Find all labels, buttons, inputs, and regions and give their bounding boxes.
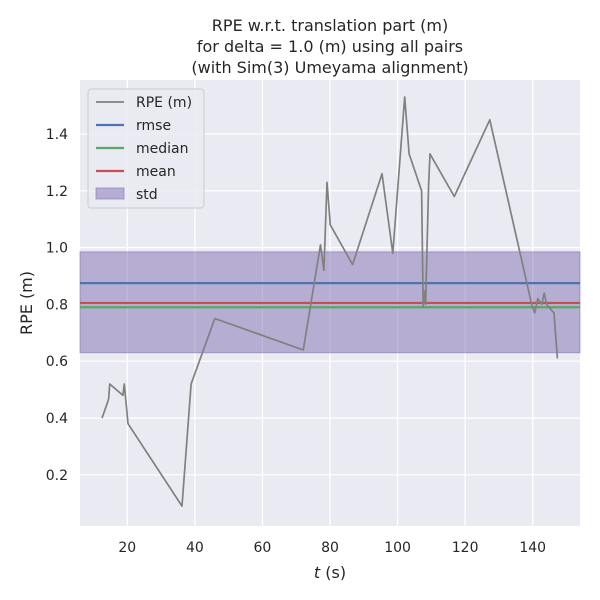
- y-tick-label: 0.4: [46, 411, 68, 427]
- legend-box: [87, 88, 205, 209]
- x-axis-label: t (s): [314, 563, 346, 582]
- rpe-series-line: [101, 96, 559, 507]
- chart-title-line: for delta = 1.0 (m) using all pairs: [197, 37, 463, 56]
- y-tick-label: 1.0: [46, 241, 68, 257]
- y-tick-label: 1.2: [46, 184, 68, 200]
- series-layer: [101, 96, 559, 507]
- legend-label: median: [136, 141, 188, 157]
- chart-title-line: (with Sim(3) Umeyama alignment): [191, 58, 468, 77]
- y-axis-label: RPE (m): [17, 271, 36, 335]
- x-axis-variable: t: [314, 563, 321, 582]
- x-tick-label: 120: [452, 540, 479, 556]
- y-tick-label: 1.4: [46, 127, 68, 143]
- legend-label: mean: [136, 164, 176, 180]
- chart-title: RPE w.r.t. translation part (m) for delta…: [191, 16, 468, 77]
- x-tick-label: 140: [519, 540, 546, 556]
- x-tick-label: 100: [384, 540, 411, 556]
- x-tick-label: 80: [321, 540, 339, 556]
- tick-labels: 20 40 60 80 100 120 140 0.2 0.4 0.6 0.8 1.0 1.2 1.4: [46, 127, 546, 556]
- legend-label: rmse: [136, 118, 171, 134]
- x-tick-label: 60: [254, 540, 272, 556]
- x-axis-unit: (s): [320, 563, 346, 582]
- x-tick-label: 40: [186, 540, 204, 556]
- chart-title-line: RPE w.r.t. translation part (m): [212, 16, 448, 35]
- y-tick-label: 0.2: [46, 468, 68, 484]
- legend-label: std: [136, 187, 158, 203]
- y-tick-label: 0.6: [46, 354, 68, 370]
- stat-lines-layer: [80, 282, 580, 309]
- legend-label: RPE (m): [136, 95, 192, 111]
- y-tick-label: 0.8: [46, 297, 68, 313]
- legend: RPE (m) rmse median mean std: [87, 88, 205, 209]
- legend-swatch: [95, 187, 125, 200]
- x-tick-label: 20: [118, 540, 136, 556]
